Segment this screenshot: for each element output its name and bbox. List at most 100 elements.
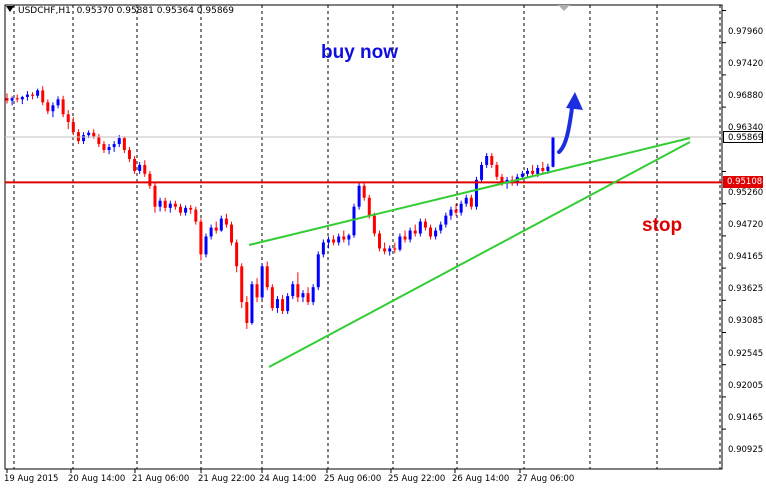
time-axis-label: 21 Aug 22:00 [198,474,256,484]
candle [112,141,116,152]
candle [357,182,361,210]
candle [71,117,75,136]
candle [301,290,305,303]
candle [230,221,234,246]
candle-body [357,185,361,207]
candle [15,94,19,103]
candle [189,204,193,214]
wedge-lower-line [268,141,691,368]
candle-body [275,299,279,309]
candle [31,92,35,100]
current-price-tag: 0.95869 [723,130,763,143]
candle [480,161,484,183]
candle-body [408,230,412,240]
header-dropdown-icon [6,6,14,12]
candle [495,161,499,180]
price-axis-label: 0.91465 [728,412,764,423]
candle [250,281,254,325]
candle [444,212,448,228]
candle-body [449,209,453,216]
candle-body [46,102,50,112]
candle-body [296,284,300,298]
price-axis-label: 0.90925 [728,445,764,456]
candle [286,293,290,315]
candle-body [423,221,427,228]
candle [398,233,402,252]
candle [531,164,535,177]
candle [551,136,555,168]
buy-arrow-head [566,92,583,110]
candle-body [102,144,106,151]
candle-body [143,164,147,174]
candle [291,281,295,300]
price-axis-label: 0.94165 [728,251,764,262]
candle [122,136,126,154]
candle [133,155,137,174]
candle-body [551,136,555,167]
candle-body [117,138,121,145]
ohlc-values: 0.95370 0.95881 0.95364 0.95869 [76,6,235,16]
candle-body [418,221,422,234]
candle-body [337,236,341,243]
candle [127,147,131,162]
candle [168,200,172,213]
candle-layer [5,86,555,329]
candle-body [31,94,35,96]
axis-layer [6,10,726,473]
candle-body [178,206,182,213]
candle-body [454,209,458,213]
candle [204,233,208,258]
candle [418,218,422,237]
time-axis-label: 19 Aug 2015 [4,474,59,484]
candle [454,203,458,216]
candle [46,99,50,115]
candle [41,86,45,106]
candle-body [127,150,131,159]
plot-frame [4,4,723,470]
candle [178,203,182,216]
candle [10,96,14,106]
candle-body [158,200,162,207]
buy-arrow-shaft [557,106,574,154]
candle [194,206,198,225]
candle-body [82,135,86,142]
candle [423,218,427,231]
candle [270,284,274,312]
candle [326,236,330,249]
candle-body [342,236,346,240]
candle [388,245,392,256]
price-axis-label: 0.92005 [728,380,764,391]
candle-body [326,239,330,243]
candle [163,197,167,212]
candle [403,230,407,243]
candle-body [362,185,366,198]
price-axis-label: 0.96880 [728,90,764,101]
candle [296,272,300,303]
candle-body [148,173,152,186]
candle-body [525,170,529,174]
candle-body [235,242,239,267]
candle [490,153,494,168]
candle-body [316,254,320,288]
candle [265,261,269,291]
candle [281,294,285,315]
candle-body [87,132,91,136]
candle-body [367,197,371,216]
symbol-label: USDCHF,H1 [18,6,71,16]
candle [245,296,249,329]
candle-body [71,122,75,133]
candle-body [286,296,290,312]
time-axis-label: 25 Aug 06:00 [324,474,382,484]
candle-body [306,293,310,303]
scroll-marker-icon [558,5,570,11]
candle-body [194,209,198,222]
candle-body [291,284,295,297]
candle-body [255,284,259,298]
candle [372,212,376,237]
price-axis-label: 0.92545 [728,348,764,359]
price-axis-label: 0.96340 [728,123,764,134]
time-axis-label: 25 Aug 22:00 [388,474,446,484]
time-axis-label: 26 Aug 14:00 [452,474,510,484]
